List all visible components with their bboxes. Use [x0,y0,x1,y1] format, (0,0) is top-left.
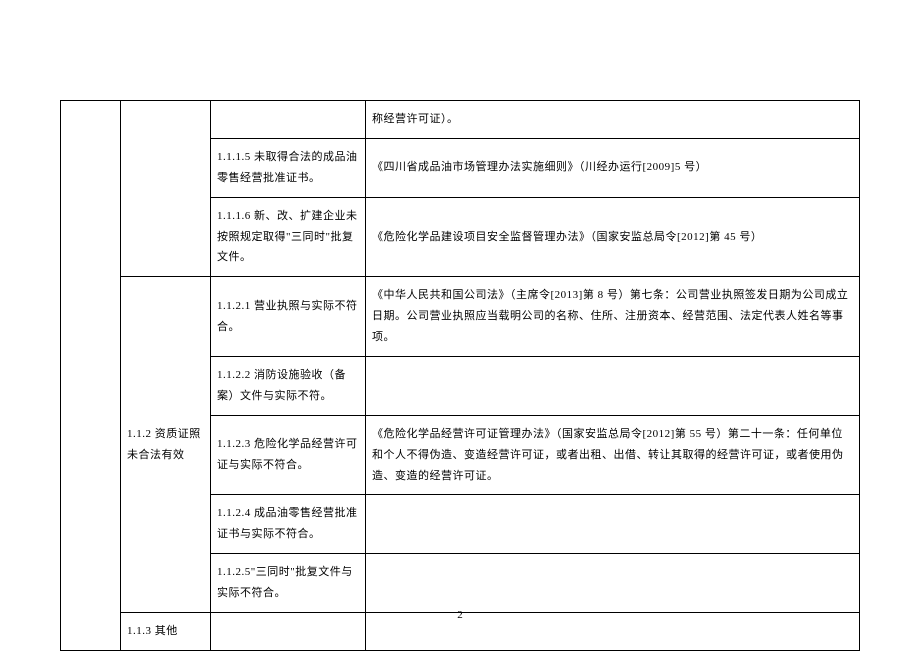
cell-level3 [211,101,366,139]
table-row: 1.1.2 资质证照未合法有效 1.1.2.1 营业执照与实际不符合。 《中华人… [61,277,860,357]
page-number: 2 [457,609,463,621]
cell-level3 [211,613,366,651]
cell-level3: 1.1.1.6 新、改、扩建企业未按照规定取得"三同时"批复文件。 [211,197,366,277]
regulation-table: 称经营许可证）。 1.1.1.5 未取得合法的成品油零售经营批准证书。 《四川省… [60,100,860,651]
cell-level3: 1.1.2.5"三同时"批复文件与实际不符合。 [211,554,366,613]
cell-level4 [366,613,860,651]
cell-level4: 称经营许可证）。 [366,101,860,139]
cell-level3: 1.1.2.2 消防设施验收（备案）文件与实际不符。 [211,357,366,416]
cell-level3: 1.1.2.1 营业执照与实际不符合。 [211,277,366,357]
cell-level2: 1.1.2 资质证照未合法有效 [121,277,211,613]
cell-level3: 1.1.2.3 危险化学品经营许可证与实际不符合。 [211,415,366,495]
cell-level4 [366,554,860,613]
cell-level4 [366,495,860,554]
cell-level2 [121,101,211,277]
cell-level2: 1.1.3 其他 [121,613,211,651]
table-row: 称经营许可证）。 [61,101,860,139]
cell-level4: 《危险化学品经营许可证管理办法》（国家安监总局令[2012]第 55 号）第二十… [366,415,860,495]
cell-level1 [61,101,121,651]
cell-level3: 1.1.2.4 成品油零售经营批准证书与实际不符合。 [211,495,366,554]
cell-level4: 《危险化学品建设项目安全监督管理办法》（国家安监总局令[2012]第 45 号） [366,197,860,277]
cell-level4 [366,357,860,416]
cell-level3: 1.1.1.5 未取得合法的成品油零售经营批准证书。 [211,138,366,197]
cell-level4: 《中华人民共和国公司法》（主席令[2013]第 8 号）第七条：公司营业执照签发… [366,277,860,357]
cell-level4: 《四川省成品油市场管理办法实施细则》（川经办运行[2009]5 号） [366,138,860,197]
